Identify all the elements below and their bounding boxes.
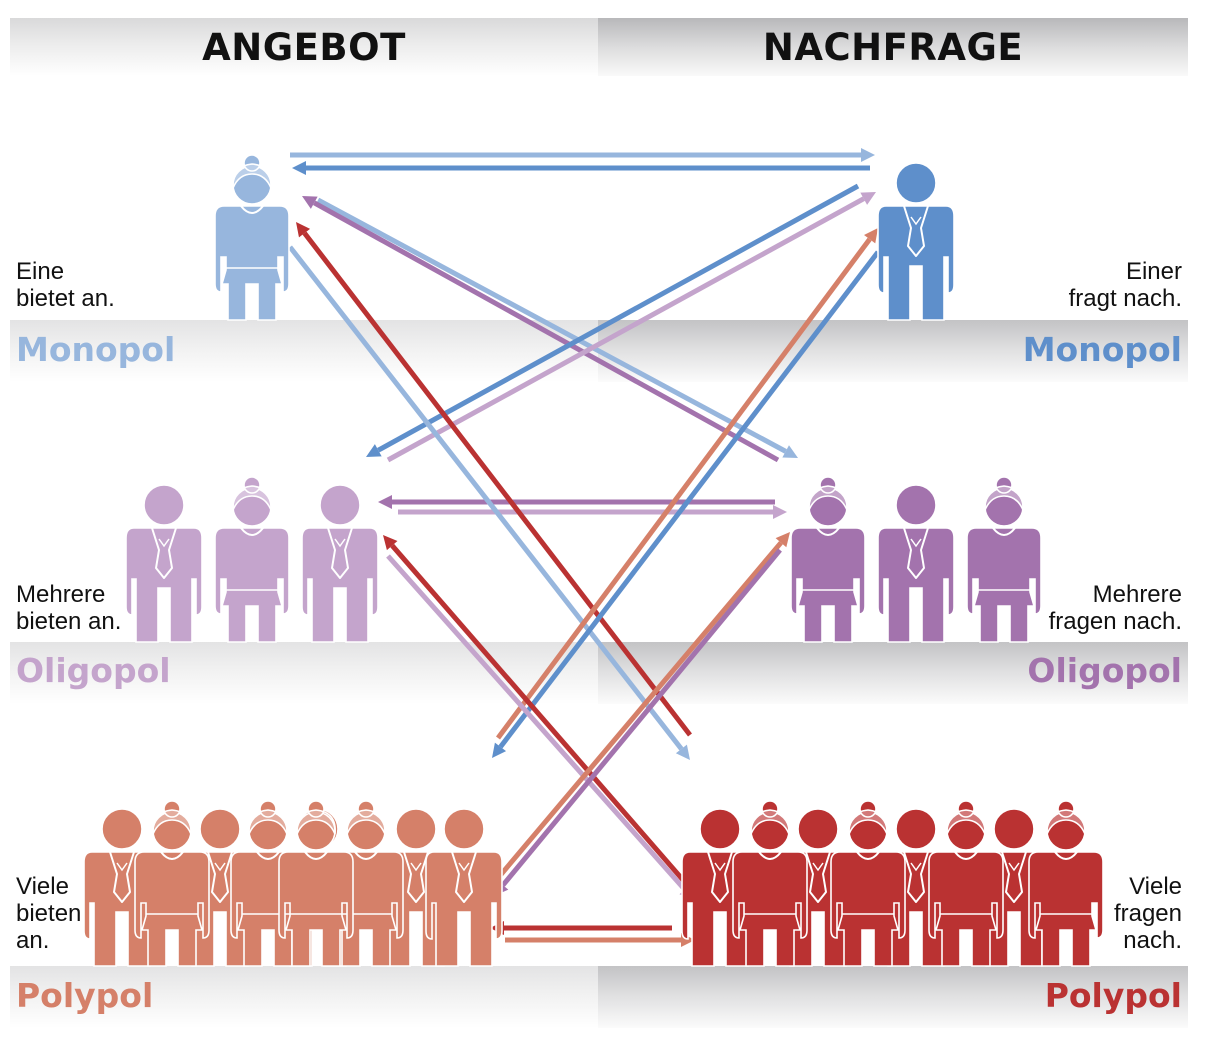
desc-oligopol-nachfrage: Mehrere fragen nach.	[1049, 581, 1182, 635]
arrow-icon	[366, 183, 860, 457]
label-polypol-nachfrage-text: Polypol	[1044, 976, 1182, 1015]
desc-polypol-angebot: Viele bieten an.	[16, 873, 81, 954]
desc-monopol-nachfrage: Einer fragt nach.	[1069, 258, 1182, 312]
arrow-icon	[383, 535, 692, 890]
arrow-icon	[505, 933, 695, 947]
header-nachfrage-label: NACHFRAGE	[762, 25, 1024, 69]
label-monopol-nachfrage-text: Monopol	[1022, 330, 1182, 369]
label-monopol-angebot-text: Monopol	[16, 330, 176, 369]
arrows-layer	[288, 148, 880, 947]
arrow-icon	[296, 222, 692, 737]
label-monopol-angebot: Monopol	[16, 332, 175, 368]
arrow-icon	[495, 228, 878, 740]
desc-line: bieten	[16, 900, 82, 927]
arrow-icon	[378, 495, 775, 509]
desc-line: bieten an.	[16, 608, 122, 635]
arrow-icon	[386, 192, 876, 463]
woman-figure-icon	[214, 476, 290, 643]
desc-line: Viele	[16, 873, 69, 900]
label-polypol-angebot-text: Polypol	[16, 976, 154, 1015]
arrow-icon	[302, 196, 780, 463]
desc-line: nach.	[1123, 927, 1182, 954]
man-figure-icon	[877, 162, 955, 321]
woman-figure-icon	[214, 154, 290, 321]
arrow-icon	[290, 148, 875, 162]
desc-line: Mehrere	[1092, 581, 1182, 608]
man-figure-icon	[425, 808, 503, 967]
arrow-icon	[288, 245, 690, 760]
band-polypol-right	[598, 966, 1188, 1028]
desc-line: fragen	[1113, 900, 1182, 927]
label-oligopol-nachfrage: Oligopol	[1027, 653, 1182, 689]
header-angebot: ANGEBOT	[10, 18, 598, 76]
arrow-icon	[292, 161, 870, 175]
arrow-icon	[496, 532, 790, 880]
band-monopol-left	[10, 320, 598, 382]
woman-figure-icon	[966, 476, 1042, 643]
desc-oligopol-angebot: Mehrere bieten an.	[16, 581, 121, 635]
band-monopol-right	[598, 320, 1188, 382]
label-polypol-angebot: Polypol	[16, 978, 153, 1014]
label-oligopol-angebot-text: Oligopol	[16, 651, 171, 690]
arrow-icon	[398, 505, 787, 519]
man-figure-icon	[125, 484, 203, 643]
desc-polypol-nachfrage: Viele fragen nach.	[1114, 873, 1182, 954]
figures-layer	[83, 154, 1104, 967]
header-nachfrage: NACHFRAGE	[598, 18, 1188, 76]
desc-line: bietet an.	[16, 285, 115, 312]
label-oligopol-angebot: Oligopol	[16, 653, 171, 689]
man-figure-icon	[301, 484, 379, 643]
band-polypol-left	[10, 966, 598, 1028]
arrow-icon	[386, 554, 694, 900]
arrow-icon	[492, 250, 880, 758]
desc-monopol-angebot: Eine bietet an.	[16, 258, 115, 312]
desc-line: an.	[16, 927, 50, 954]
desc-line: Viele	[1129, 873, 1182, 900]
arrow-icon	[316, 197, 798, 458]
header-angebot-label: ANGEBOT	[202, 25, 406, 69]
desc-line: fragen nach.	[1048, 608, 1182, 635]
desc-line: Mehrere	[16, 581, 106, 608]
label-monopol-nachfrage: Monopol	[1023, 332, 1182, 368]
man-figure-icon	[877, 484, 955, 643]
arrow-icon	[490, 921, 672, 935]
label-polypol-nachfrage: Polypol	[1045, 978, 1182, 1014]
desc-line: Einer	[1125, 258, 1182, 285]
woman-figure-icon	[790, 476, 866, 643]
desc-line: Eine	[16, 258, 65, 285]
desc-line: fragt nach.	[1068, 285, 1182, 312]
label-oligopol-nachfrage-text: Oligopol	[1027, 651, 1182, 690]
